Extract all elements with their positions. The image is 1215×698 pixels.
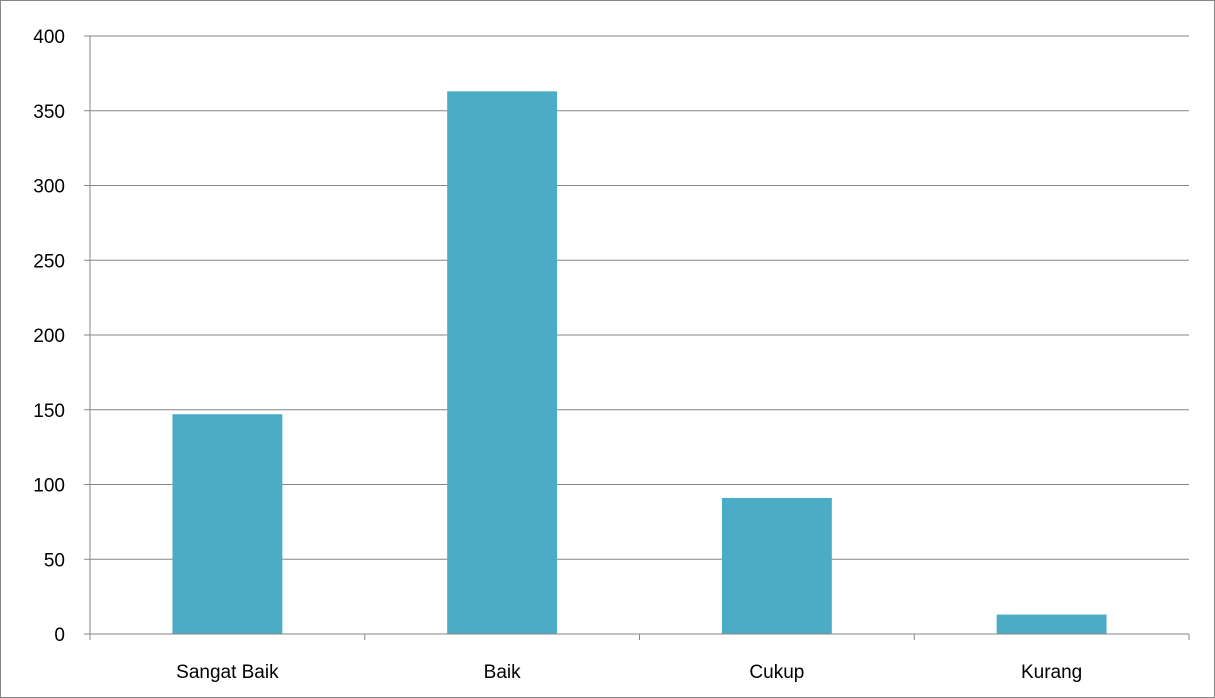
bars [172, 91, 1107, 634]
y-tick-label: 400 [33, 27, 65, 48]
x-tick-label: Sangat Baik [176, 662, 279, 683]
x-tick-label: Baik [484, 662, 521, 683]
bar [996, 614, 1107, 634]
y-tick-label: 100 [33, 476, 65, 497]
y-tick-label: 50 [44, 550, 65, 571]
y-tick-label: 250 [33, 251, 65, 272]
y-tick-label: 300 [33, 177, 65, 198]
y-tick-label: 150 [33, 401, 65, 422]
bar [721, 497, 832, 634]
axes [84, 35, 1190, 640]
x-tick-label: Cukup [749, 662, 804, 683]
bar [447, 91, 558, 634]
y-tick-labels: 0 50 100 150 200 250 300 350 400 [33, 27, 65, 646]
y-tick-label: 200 [33, 326, 65, 347]
y-tick-label: 0 [54, 625, 65, 646]
y-tick-label: 350 [33, 102, 65, 123]
x-tick-label: Kurang [1021, 662, 1082, 683]
bar [172, 414, 283, 634]
x-tick-labels: Sangat Baik Baik Cukup Kurang [176, 662, 1082, 683]
